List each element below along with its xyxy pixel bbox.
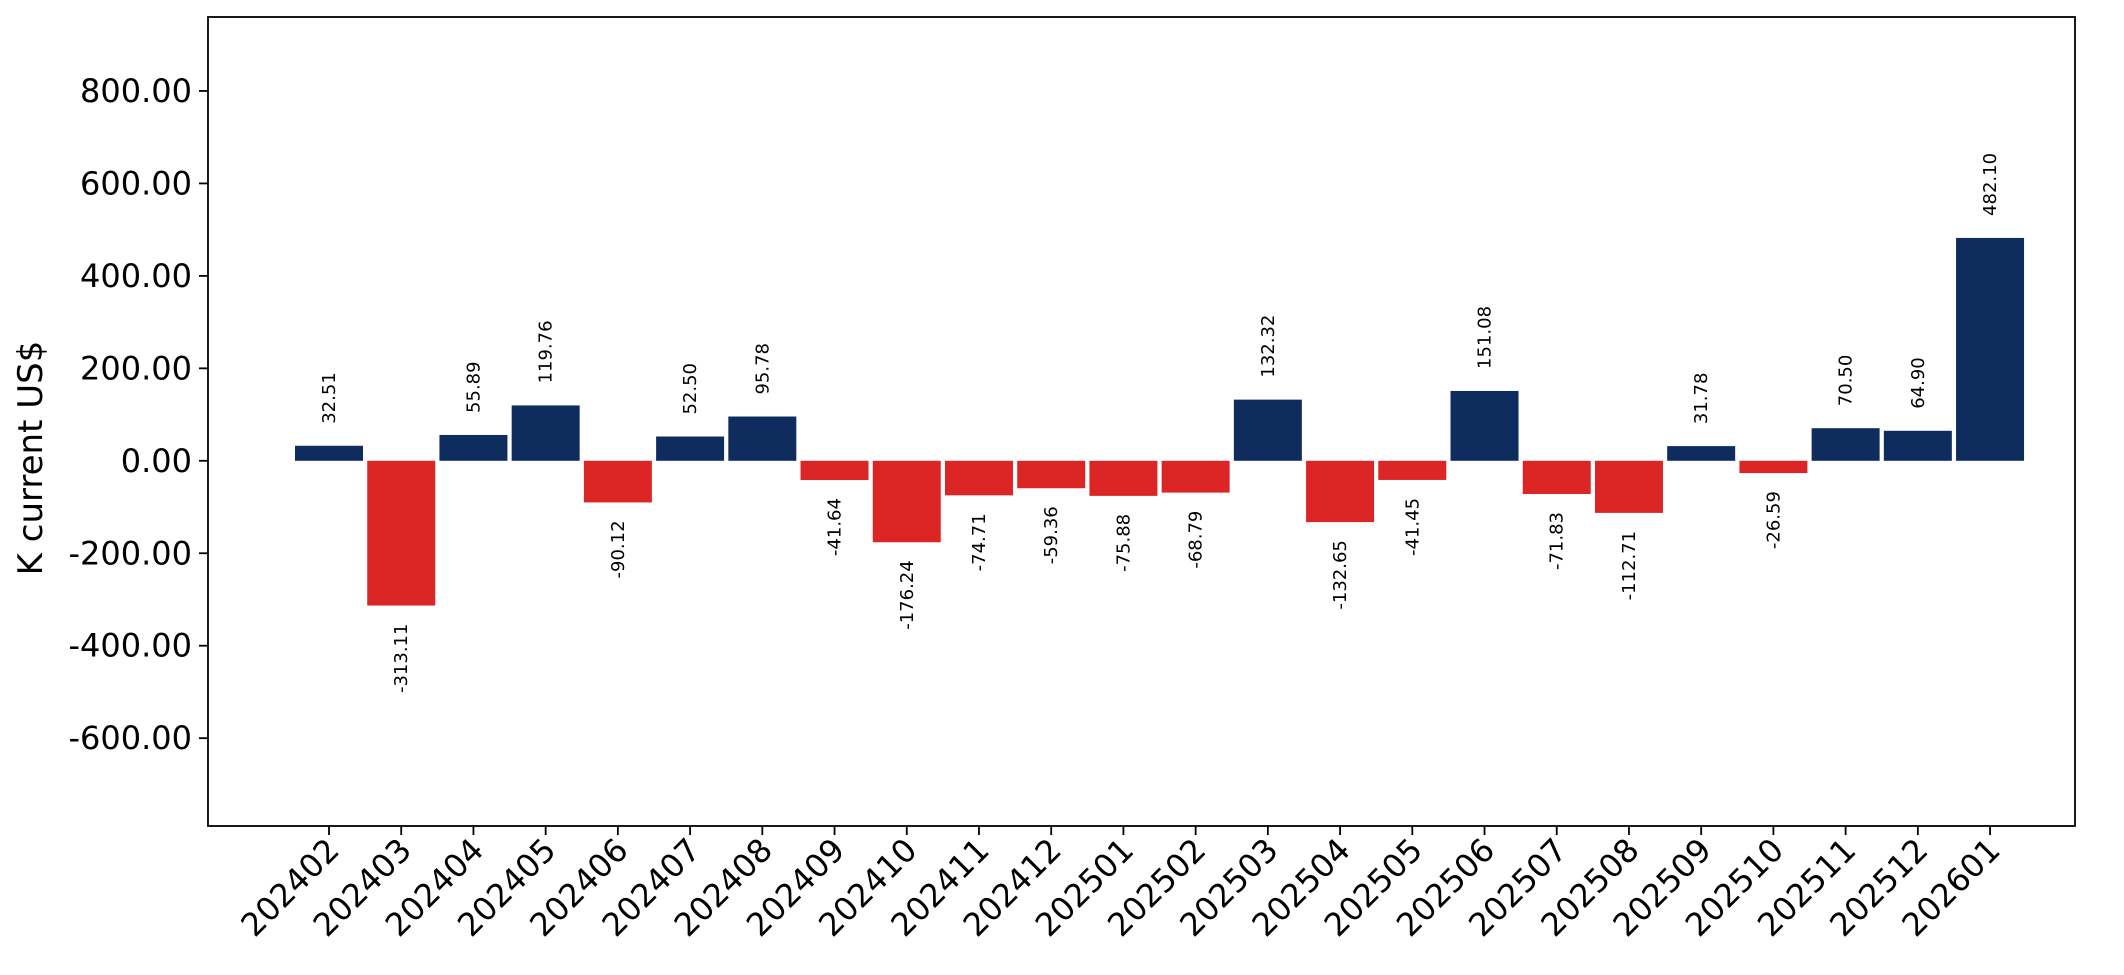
- bar-value-label: -74.71: [969, 513, 990, 571]
- bar: [1522, 460, 1591, 495]
- bar: [511, 405, 580, 461]
- y-tick-label: 200.00: [80, 349, 192, 387]
- bar-value-label: 64.90: [1908, 357, 1929, 409]
- x-axis: 2024022024032024042024052024062024072024…: [233, 826, 2008, 944]
- bar-value-label: 95.78: [752, 343, 773, 395]
- bar: [1811, 428, 1880, 461]
- bar: [656, 436, 725, 461]
- bar: [728, 416, 797, 461]
- data-labels: 32.51 -313.11 55.89 119.76 -90.12 52.50 95.78 -…: [319, 153, 2001, 693]
- bar: [1306, 460, 1375, 523]
- bar: [367, 460, 436, 606]
- bar-value-label: -112.71: [1619, 531, 1640, 600]
- bars: [295, 237, 2025, 606]
- bar: [583, 460, 652, 503]
- bar-value-label: 132.32: [1258, 315, 1279, 378]
- bar: [1378, 460, 1447, 480]
- bar-value-label: -176.24: [897, 560, 918, 629]
- y-tick-label: 800.00: [80, 72, 192, 110]
- bar-value-label: -90.12: [608, 520, 629, 578]
- bar-value-label: 119.76: [536, 320, 557, 383]
- y-tick-label: 0.00: [121, 442, 192, 480]
- bar: [1161, 460, 1230, 493]
- bar-value-label: 31.78: [1691, 373, 1712, 425]
- bar: [1739, 460, 1808, 474]
- bar-value-label: 32.51: [319, 372, 340, 424]
- bar: [872, 460, 941, 543]
- bar: [1017, 460, 1086, 489]
- bar-value-label: 52.50: [680, 363, 701, 415]
- y-tick-label: -600.00: [68, 719, 192, 757]
- y-tick-label: 400.00: [80, 257, 192, 295]
- bar: [1233, 399, 1302, 461]
- plot-frame: [207, 16, 2076, 827]
- bar-value-label: 482.10: [1980, 153, 2001, 216]
- bar-value-label: -75.88: [1113, 514, 1134, 572]
- bar: [1883, 430, 1952, 461]
- bar-value-label: -41.64: [825, 498, 846, 556]
- y-axis: -600.00 -400.00 -200.00 0.00 200.00 400.00 600…: [68, 72, 208, 757]
- y-axis-title: K current US$: [11, 341, 51, 576]
- bar: [800, 460, 869, 481]
- bar: [1956, 237, 2025, 461]
- bar-value-label: -71.83: [1547, 512, 1568, 570]
- bar-value-label: -313.11: [391, 624, 412, 693]
- bar-value-label: -26.59: [1763, 491, 1784, 549]
- bar-value-label: -68.79: [1186, 511, 1207, 569]
- bar-value-label: 151.08: [1475, 306, 1496, 369]
- bar-value-label: -41.45: [1402, 498, 1423, 556]
- bar-value-label: -59.36: [1041, 506, 1062, 564]
- bar: [295, 445, 363, 461]
- bar-value-label: 70.50: [1836, 355, 1857, 407]
- y-tick-label: 600.00: [80, 164, 192, 202]
- bar: [439, 434, 508, 461]
- bar: [1594, 460, 1663, 513]
- y-tick-label: -200.00: [68, 534, 192, 572]
- bar-value-label: -132.65: [1330, 540, 1351, 609]
- bar: [1089, 460, 1158, 496]
- bar-value-label: 55.89: [463, 361, 484, 413]
- bar: [1667, 446, 1736, 461]
- y-tick-label: -400.00: [68, 627, 192, 665]
- bar: [1450, 390, 1519, 461]
- bar: [944, 460, 1013, 496]
